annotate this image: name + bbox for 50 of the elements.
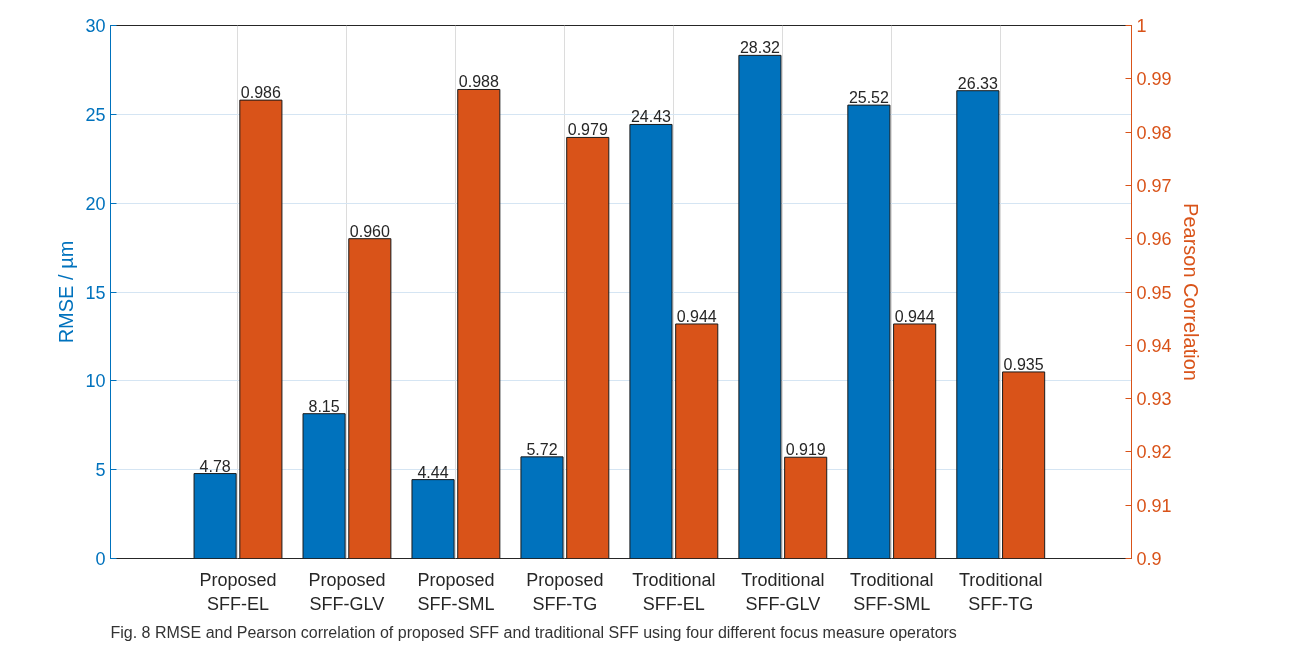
- y2-tick-label: 0.98: [1136, 122, 1172, 143]
- y-tick-label: 30: [85, 16, 106, 36]
- data-label: 0.988: [458, 73, 499, 91]
- data-label: 26.33: [957, 74, 998, 92]
- y2-tick-label: 0.99: [1136, 69, 1172, 90]
- y-tick-label: 5: [95, 460, 106, 481]
- data-label: 0.979: [567, 121, 608, 139]
- x-tick-label: Proposed SFF-TG: [526, 569, 604, 614]
- data-label: 0.944: [894, 307, 935, 325]
- x-tick-label: Troditional SFF-GLV: [741, 569, 825, 614]
- y-tick-label: 10: [85, 371, 106, 392]
- y-tick-label: 15: [85, 282, 106, 303]
- y-tick-label: 0: [95, 549, 106, 569]
- y2-tick-label: 0.91: [1136, 495, 1172, 516]
- y2-tick-label: 0.94: [1136, 335, 1172, 356]
- y2-tick-label: 0.9: [1136, 549, 1162, 569]
- data-label: 4.44: [417, 463, 449, 481]
- bar: [411, 479, 455, 559]
- data-label: 4.78: [199, 457, 231, 475]
- y2-axis-title: Pearson Correlation: [1179, 203, 1202, 381]
- y2-tick-label: 0.97: [1136, 175, 1172, 196]
- data-label: 25.52: [848, 89, 890, 107]
- bar: [738, 54, 782, 559]
- data-label: 24.43: [630, 108, 672, 126]
- x-tick-label: Proposed SFF-EL: [199, 569, 277, 614]
- y2-tick-label: 0.96: [1136, 229, 1172, 250]
- x-tick-label: Troditional SFF-SML: [850, 569, 934, 614]
- y-axis-title: RMSE / µm: [55, 240, 78, 344]
- bar: [956, 90, 1000, 559]
- y-tick-label: 25: [85, 104, 106, 125]
- data-label: 0.960: [349, 222, 390, 240]
- caption: Fig. 8 RMSE and Pearson correlation of proposed SFF and traditional SFF using four different focus measure operators: [110, 623, 957, 641]
- y2-tick-label: 0.93: [1136, 389, 1172, 410]
- y2-tick-label: 1: [1136, 16, 1147, 36]
- data-label: 0.944: [676, 307, 717, 325]
- y2-tick-label: 0.95: [1136, 282, 1172, 303]
- data-label: 8.15: [308, 397, 340, 415]
- data-label: 0.986: [240, 84, 281, 102]
- x-tick-label: Troditional SFF-TG: [959, 569, 1043, 614]
- y-tick-label: 20: [85, 193, 106, 214]
- y2-tick-label: 0.92: [1136, 442, 1172, 463]
- data-label: 0.919: [785, 441, 826, 459]
- data-label: 5.72: [526, 440, 558, 458]
- bar: [193, 473, 237, 559]
- data-label: 28.32: [739, 39, 781, 57]
- x-tick-label: Proposed SFF-GLV: [308, 569, 386, 614]
- x-tick-label: Proposed SFF-SML: [417, 569, 495, 614]
- bar: [520, 456, 564, 559]
- data-label: 0.935: [1003, 355, 1044, 373]
- x-tick-label: Troditional SFF-EL: [632, 569, 716, 614]
